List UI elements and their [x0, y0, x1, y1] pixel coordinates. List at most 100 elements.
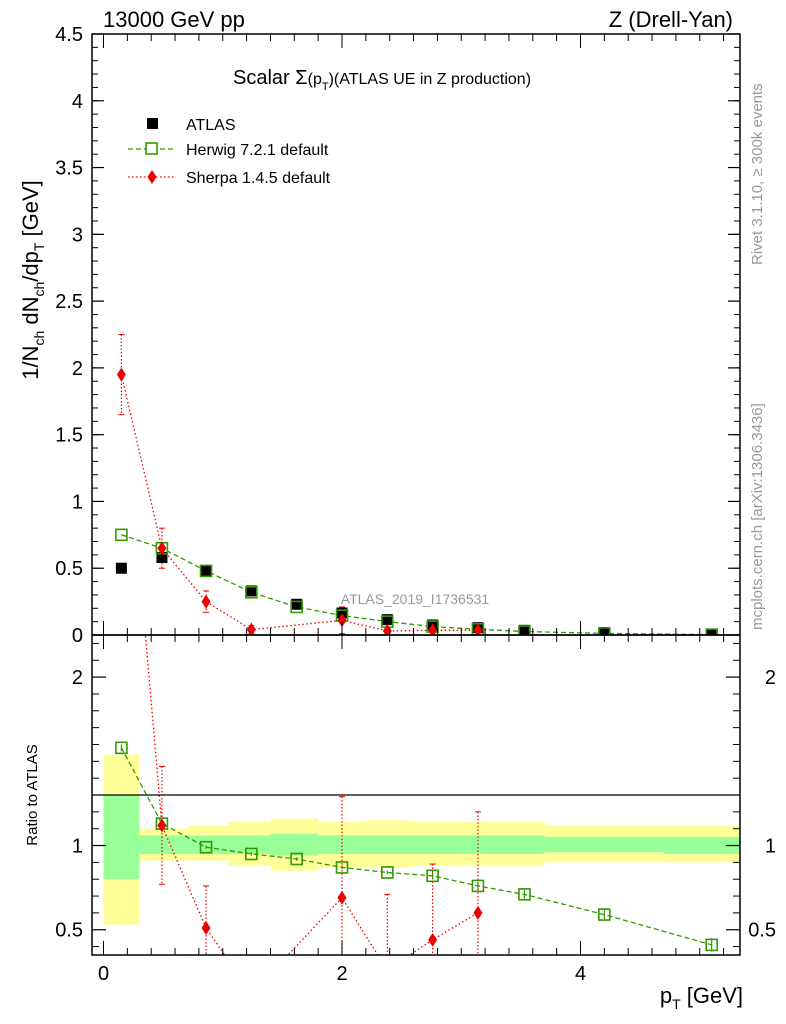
- ratio-sherpa-point: [473, 905, 483, 920]
- ratio-band-inner: [461, 835, 545, 854]
- ratio-x-tick-label: 2: [336, 963, 347, 985]
- ratio-herwig-point: [290, 852, 303, 866]
- ratio-herwig-point: [705, 938, 718, 952]
- atlas-point: [291, 598, 303, 610]
- main-y-tick-label: 3.5: [55, 158, 83, 180]
- x-axis-label-p: p: [660, 983, 672, 1008]
- ratio-band-inner: [270, 833, 319, 856]
- atlas-point: [115, 562, 127, 574]
- ratio-band-inner: [544, 837, 664, 853]
- ratio-x-tick-label: 0: [98, 963, 109, 985]
- main-y-tick-label: 4.5: [55, 24, 83, 46]
- analysis-watermark: ATLAS_2019_I1736531: [341, 591, 490, 607]
- main-y-tick-label: 3: [72, 224, 83, 246]
- main-y-tick-label: 2: [72, 358, 83, 380]
- atlas-point: [245, 585, 257, 597]
- sherpa-line: [120, 374, 478, 632]
- chart-title-sigma-sub: T: [322, 81, 329, 93]
- ratio-sherpa-point: [337, 890, 347, 905]
- sherpa-point: [428, 623, 438, 635]
- ratio-sherpa-point: [157, 818, 167, 833]
- legend-label-sherpa: Sherpa 1.4.5 default: [186, 170, 331, 187]
- y-axis-label-b: dN: [18, 297, 43, 331]
- x-axis-label-unit: [GeV]: [681, 983, 743, 1008]
- y-axis-label-b-sub: ch: [31, 282, 47, 297]
- atlas-point: [200, 565, 212, 577]
- ratio-herwig-point: [518, 888, 531, 901]
- chart-title-sigma-close: ): [329, 71, 334, 88]
- rivet-label: Rivet 3.1.10, ≥ 300k events: [749, 83, 766, 265]
- legend: ATLAS Herwig 7.2.1 default Sherpa 1.4.5 …: [128, 117, 331, 187]
- ratio-herwig-point: [245, 847, 258, 861]
- atlas-point: [156, 552, 168, 564]
- legend-marker-atlas: [147, 118, 158, 129]
- ratio-y-tick-label-right: 1: [765, 836, 776, 858]
- header-right: Z (Drell-Yan): [609, 7, 733, 32]
- ratio-y-axis-label: Ratio to ATLAS: [24, 744, 41, 845]
- ratio-y-tick-label: 2: [72, 667, 83, 689]
- main-y-tick-label: 4: [72, 91, 83, 113]
- chart-title-sigma-arg: (p: [308, 71, 322, 88]
- chart-title: Scalar Σ(pT)(ATLAS UE in Z production): [233, 67, 531, 93]
- sherpa-point: [246, 622, 256, 635]
- ratio-herwig-point: [115, 741, 128, 755]
- ratio-plot-area: [103, 754, 740, 925]
- ratio-y-tick-label: 0.5: [55, 920, 83, 942]
- x-axis-label: pT [GeV]: [660, 983, 743, 1012]
- y-axis-label-a: 1/N: [18, 346, 43, 380]
- ratio-sherpa-line: [144, 635, 479, 955]
- x-axis-label-sub: T: [672, 996, 681, 1012]
- y-axis-label-c-sub: T: [31, 242, 47, 251]
- chart-title-sigma: Σ: [295, 67, 307, 89]
- herwig-point: [245, 585, 258, 599]
- y-axis-label-d: [GeV]: [18, 180, 43, 242]
- ratio-herwig-point: [381, 866, 394, 879]
- ratio-band-inner: [139, 835, 187, 854]
- main-y-tick-label: 1.5: [55, 425, 83, 447]
- sherpa-point: [157, 541, 167, 556]
- header-left: 13000 GeV pp: [103, 7, 245, 32]
- atlas-point: [336, 607, 348, 619]
- ratio-herwig-point: [426, 869, 439, 883]
- ratio-sherpa-point: [428, 932, 438, 947]
- herwig-line: [121, 534, 712, 635]
- ratio-herwig-point: [471, 879, 485, 893]
- ratio-sherpa-point: [201, 921, 211, 936]
- ratio-y-tick-label: 1: [72, 836, 83, 858]
- atlas-point: [706, 628, 718, 635]
- sherpa-point: [116, 367, 126, 382]
- y-axis-label-c: /dp: [18, 251, 43, 282]
- herwig-point: [518, 625, 531, 635]
- chart-title-prefix: Scalar: [233, 67, 295, 89]
- ratio-band-inner: [413, 835, 462, 854]
- ratio-band-inner: [186, 835, 229, 854]
- main-y-tick-label: 0.5: [55, 558, 83, 580]
- herwig-point: [199, 564, 213, 578]
- ratio-band-inner: [663, 837, 740, 854]
- herwig-point: [115, 528, 128, 542]
- atlas-point: [518, 624, 530, 635]
- y-axis-label-a-sub: ch: [31, 331, 47, 346]
- herwig-point: [290, 600, 303, 614]
- y-axis-label: 1/Nch dNch/dpT [GeV]: [18, 180, 47, 380]
- ratio-herwig-point: [335, 861, 349, 874]
- legend-marker-sherpa: [147, 170, 157, 184]
- ratio-sherpa-point: [383, 963, 392, 977]
- ratio-band-inner: [228, 835, 271, 854]
- legend-marker-herwig: [145, 142, 158, 155]
- legend-label-herwig: Herwig 7.2.1 default: [186, 142, 329, 159]
- main-y-tick-label: 1: [72, 491, 83, 513]
- sherpa-point: [382, 623, 392, 635]
- main-y-tick-label: 0: [72, 625, 83, 647]
- herwig-point: [598, 627, 611, 635]
- chart-title-rest: (ATLAS UE in Z production): [334, 71, 531, 88]
- sherpa-point: [473, 623, 483, 635]
- ratio-band-inner: [365, 835, 414, 854]
- ratio-herwig-point: [199, 840, 213, 854]
- ratio-band-inner: [318, 835, 366, 854]
- ratio-y-tick-label-right: 0.5: [748, 920, 776, 942]
- sherpa-point: [201, 594, 211, 609]
- main-y-tick-label: 2.5: [55, 291, 83, 313]
- ratio-x-tick-label: 4: [575, 963, 586, 985]
- ratio-y-tick-label-right: 2: [765, 667, 776, 689]
